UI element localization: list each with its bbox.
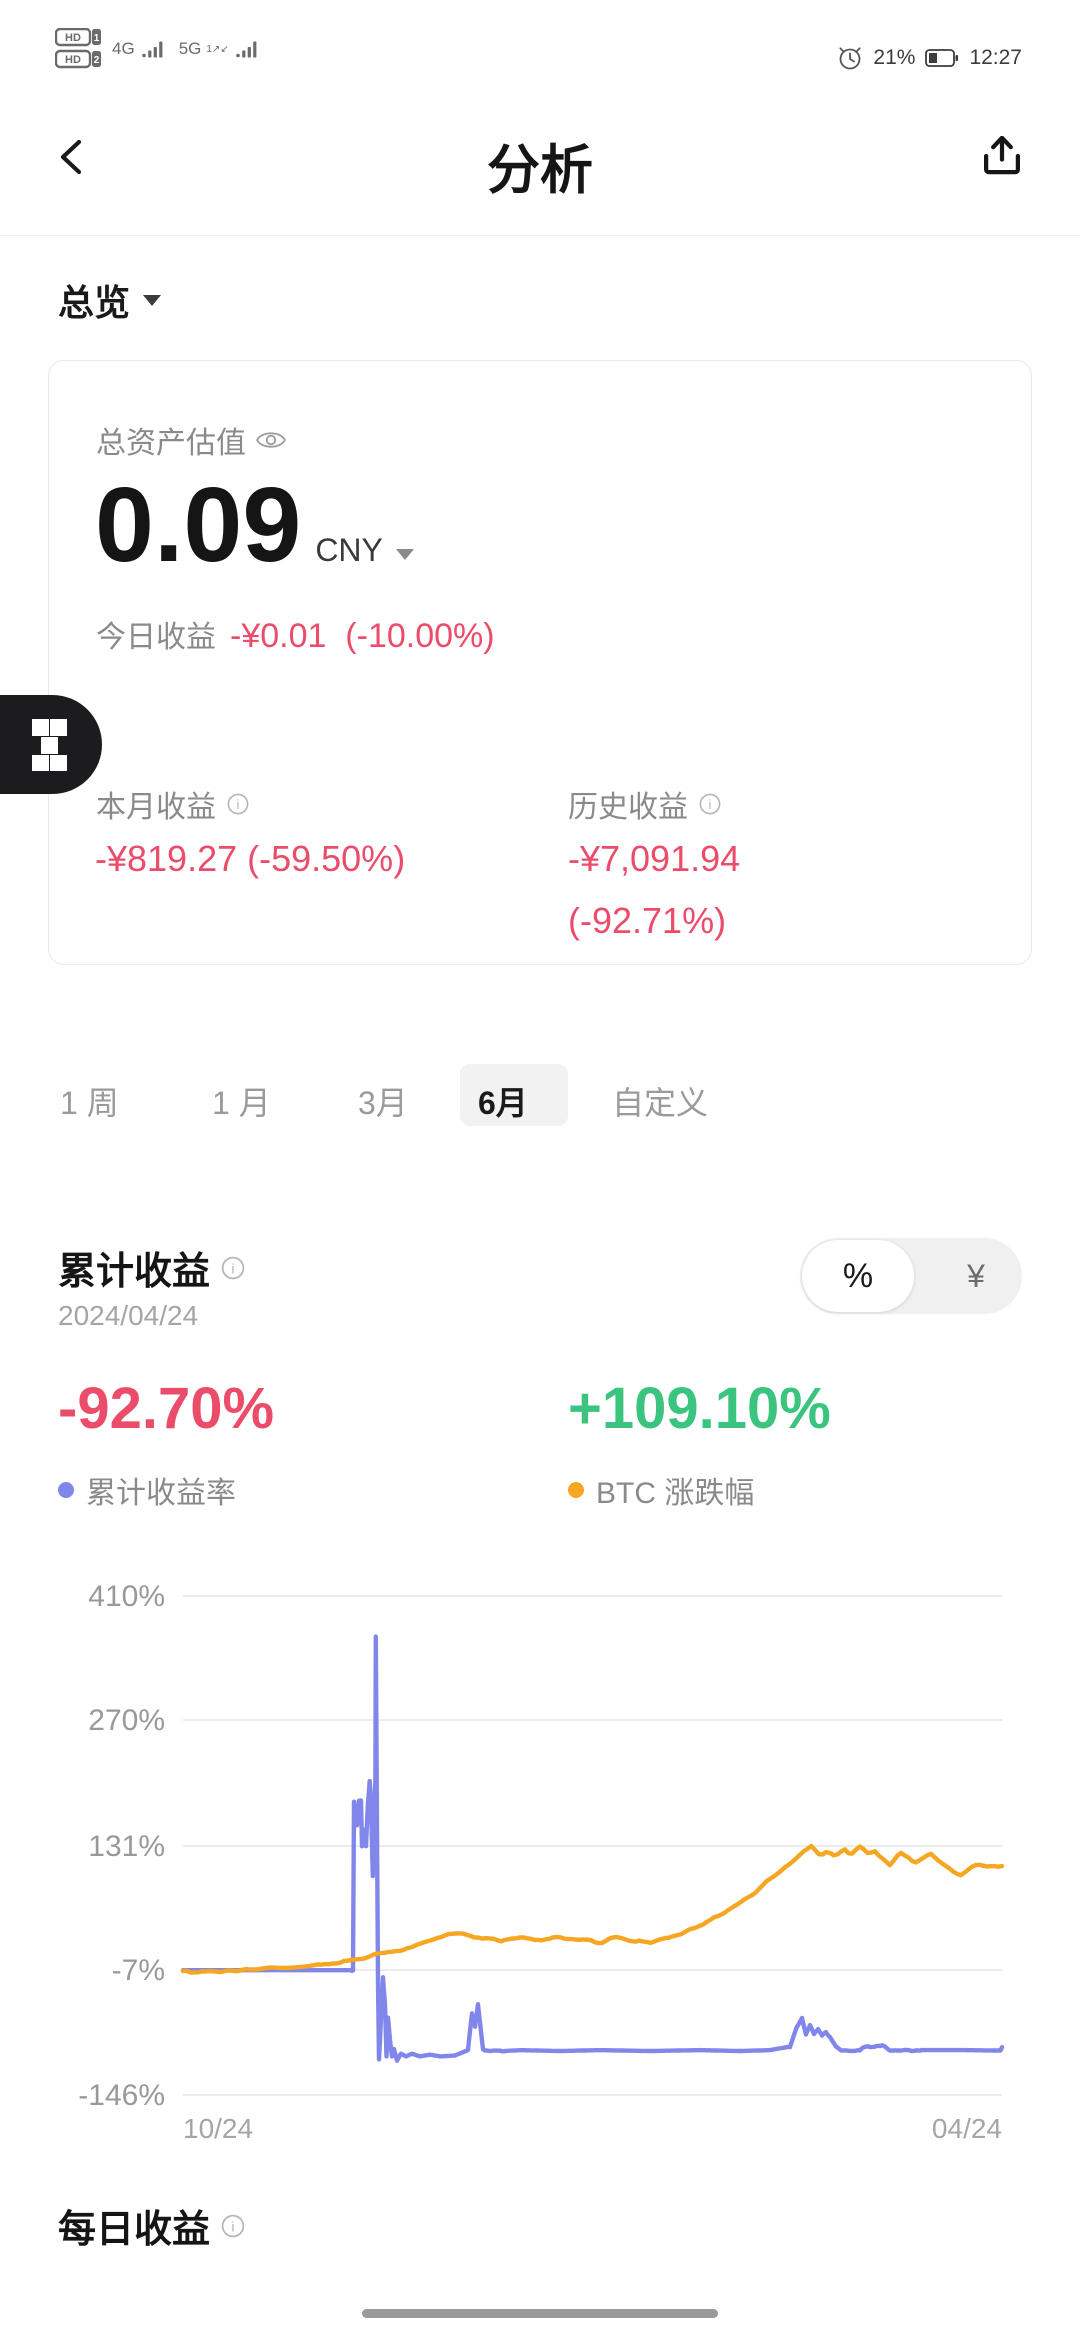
svg-text:2: 2	[94, 55, 100, 66]
svg-text:HD: HD	[65, 32, 81, 44]
svg-text:HD: HD	[65, 54, 81, 66]
svg-text:i: i	[231, 2218, 234, 2234]
svg-text:-146%: -146%	[78, 2079, 165, 2112]
svg-text:10/24: 10/24	[183, 2113, 253, 2144]
svg-text:-7%: -7%	[112, 1954, 165, 1987]
svg-text:270%: 270%	[88, 1704, 165, 1737]
svg-text:i: i	[237, 797, 240, 812]
svg-text:131%: 131%	[88, 1830, 165, 1863]
svg-text:410%: 410%	[88, 1580, 165, 1613]
svg-text:04/24: 04/24	[932, 2113, 1002, 2144]
svg-text:i: i	[231, 1260, 234, 1276]
svg-text:i: i	[709, 797, 712, 812]
svg-text:1: 1	[94, 33, 100, 44]
